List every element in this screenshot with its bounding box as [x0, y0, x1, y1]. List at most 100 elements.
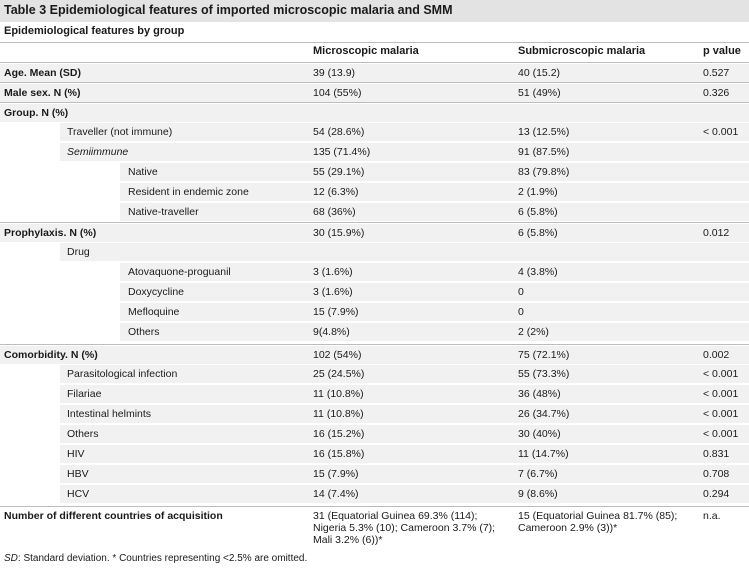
cell-submicroscopic: 0 [518, 306, 524, 318]
row-shading [0, 104, 749, 122]
cell-microscopic: 14 (7.4%) [313, 488, 359, 500]
row-label: Prophylaxis. N (%) [4, 227, 97, 239]
row-label: Drug [67, 246, 90, 258]
cell-microscopic: 12 (6.3%) [313, 186, 359, 198]
table-row: Comorbidity. N (%) 102 (54%) 75 (72.1%) 0.0… [0, 344, 749, 364]
row-shading [60, 385, 749, 403]
column-header-pvalue: p value [703, 45, 741, 57]
cell-microscopic: 11 (10.8%) [313, 388, 364, 400]
table-row: Native 55 (29.1%) 83 (79.8%) [0, 162, 749, 181]
row-label: Number of different countries of acquisi… [4, 510, 223, 522]
table-row: Others 9(4.8%) 2 (2%) [0, 322, 749, 341]
cell-pvalue: < 0.001 [703, 368, 739, 380]
row-label: HCV [67, 488, 90, 500]
row-label: HBV [67, 468, 89, 480]
table-row: Others 16 (15.2%) 30 (40%) < 0.001 [0, 424, 749, 443]
cell-pvalue: < 0.001 [703, 388, 739, 400]
table-row: Atovaquone-proguanil 3 (1.6%) 4 (3.8%) [0, 262, 749, 281]
row-shading [0, 84, 749, 102]
cell-submicroscopic: 0 [518, 286, 524, 298]
row-shading [60, 465, 749, 483]
table-row: Traveller (not immune) 54 (28.6%) 13 (12.5… [0, 122, 749, 141]
table-row: Age. Mean (SD) 39 (13.9) 40 (15.2) 0.527 [0, 62, 749, 82]
table-row: Semiimmune 135 (71.4%) 91 (87.5%) [0, 142, 749, 161]
row-label: Native [128, 166, 158, 178]
table-row: Prophylaxis. N (%) 30 (15.9%) 6 (5.8%) 0.01… [0, 222, 749, 242]
table-row: Male sex. N (%) 104 (55%) 51 (49%) 0.326 [0, 82, 749, 102]
cell-submicroscopic: 75 (72.1%) [518, 349, 570, 361]
cell-line: Cameroon 2.9% (3))* [518, 522, 618, 534]
row-shading [60, 243, 749, 261]
table-row: Intestinal helmints 11 (10.8%) 26 (34.7%) <… [0, 404, 749, 423]
row-label: Comorbidity. N (%) [4, 349, 98, 361]
cell-microscopic: 30 (15.9%) [313, 227, 365, 239]
table-subheader: Epidemiological features by group [4, 25, 185, 37]
row-shading [60, 445, 749, 463]
table-title: Table 3 Epidemiological features of impo… [4, 3, 453, 17]
cell-microscopic: 16 (15.2%) [313, 428, 365, 440]
row-label: HIV [67, 448, 85, 460]
cell-submicroscopic: 4 (3.8%) [518, 266, 558, 278]
table-row: Mefloquine 15 (7.9%) 0 [0, 302, 749, 321]
row-label: Parasitological infection [67, 368, 178, 380]
cell-microscopic: 39 (13.9) [313, 67, 356, 79]
cell-line: Nigeria 5.3% (10); Cameroon 3.7% (7); [313, 522, 496, 534]
row-label: Others [128, 326, 160, 338]
cell-pvalue: < 0.001 [703, 126, 739, 138]
row-label: Mefloquine [128, 306, 180, 318]
cell-line: 15 (Equatorial Guinea 81.7% (85); [518, 510, 678, 522]
row-label: Doxycycline [128, 286, 185, 298]
row-shading [120, 303, 749, 321]
cell-pvalue: n.a. [703, 510, 721, 522]
cell-submicroscopic: 6 (5.8%) [518, 206, 558, 218]
row-label: Others [67, 428, 99, 440]
cell-submicroscopic: 11 (14.7%) [518, 448, 569, 460]
row-shading [60, 425, 749, 443]
row-label: Age. Mean (SD) [4, 67, 82, 79]
row-shading [120, 263, 749, 281]
cell-microscopic: 25 (24.5%) [313, 368, 365, 380]
row-shading [0, 346, 749, 364]
row-label: Native-traveller [128, 206, 199, 218]
cell-pvalue: < 0.001 [703, 428, 739, 440]
cell-microscopic: 102 (54%) [313, 349, 362, 361]
cell-submicroscopic: 83 (79.8%) [518, 166, 570, 178]
cell-microscopic: 15 (7.9%) [313, 306, 359, 318]
cell-pvalue: 0.294 [703, 488, 730, 500]
cell-microscopic: 15 (7.9%) [313, 468, 359, 480]
table-row: HCV 14 (7.4%) 9 (8.6%) 0.294 [0, 484, 749, 503]
row-label: Male sex. N (%) [4, 87, 81, 99]
table-row: Filariae 11 (10.8%) 36 (48%) < 0.001 [0, 384, 749, 403]
table-row: Drug [0, 242, 749, 261]
cell-microscopic: 3 (1.6%) [313, 266, 353, 278]
row-label: Resident in endemic zone [128, 186, 249, 198]
cell-microscopic: 135 (71.4%) [313, 146, 371, 158]
row-label: Semiimmune [67, 146, 129, 158]
cell-submicroscopic: 2 (2%) [518, 326, 549, 338]
row-shading [60, 405, 749, 423]
cell-submicroscopic: 91 (87.5%) [518, 146, 570, 158]
cell-pvalue: 0.002 [703, 349, 730, 361]
cell-microscopic: 55 (29.1%) [313, 166, 365, 178]
row-shading [120, 323, 749, 341]
row-shading [120, 163, 749, 181]
cell-submicroscopic: 30 (40%) [518, 428, 561, 440]
cell-microscopic: 11 (10.8%) [313, 408, 364, 420]
cell-submicroscopic: 51 (49%) [518, 87, 561, 99]
row-label: Group. N (%) [4, 107, 69, 119]
cell-submicroscopic: 2 (1.9%) [518, 186, 558, 198]
table-row-countries: Number of different countries of acquisi… [0, 506, 749, 551]
row-label: Traveller (not immune) [67, 126, 173, 138]
cell-submicroscopic: 7 (6.7%) [518, 468, 558, 480]
row-shading [120, 283, 749, 301]
cell-pvalue: 0.326 [703, 87, 730, 99]
table-row: Group. N (%) [0, 102, 749, 122]
cell-pvalue: 0.527 [703, 67, 730, 79]
cell-submicroscopic: 13 (12.5%) [518, 126, 570, 138]
table-row: Doxycycline 3 (1.6%) 0 [0, 282, 749, 301]
cell-submicroscopic: 55 (73.3%) [518, 368, 570, 380]
row-shading [60, 143, 749, 161]
table-row: Resident in endemic zone 12 (6.3%) 2 (1.9%… [0, 182, 749, 201]
row-label: Filariae [67, 388, 102, 400]
table-subheader-bar: Epidemiological features by group [0, 22, 749, 43]
